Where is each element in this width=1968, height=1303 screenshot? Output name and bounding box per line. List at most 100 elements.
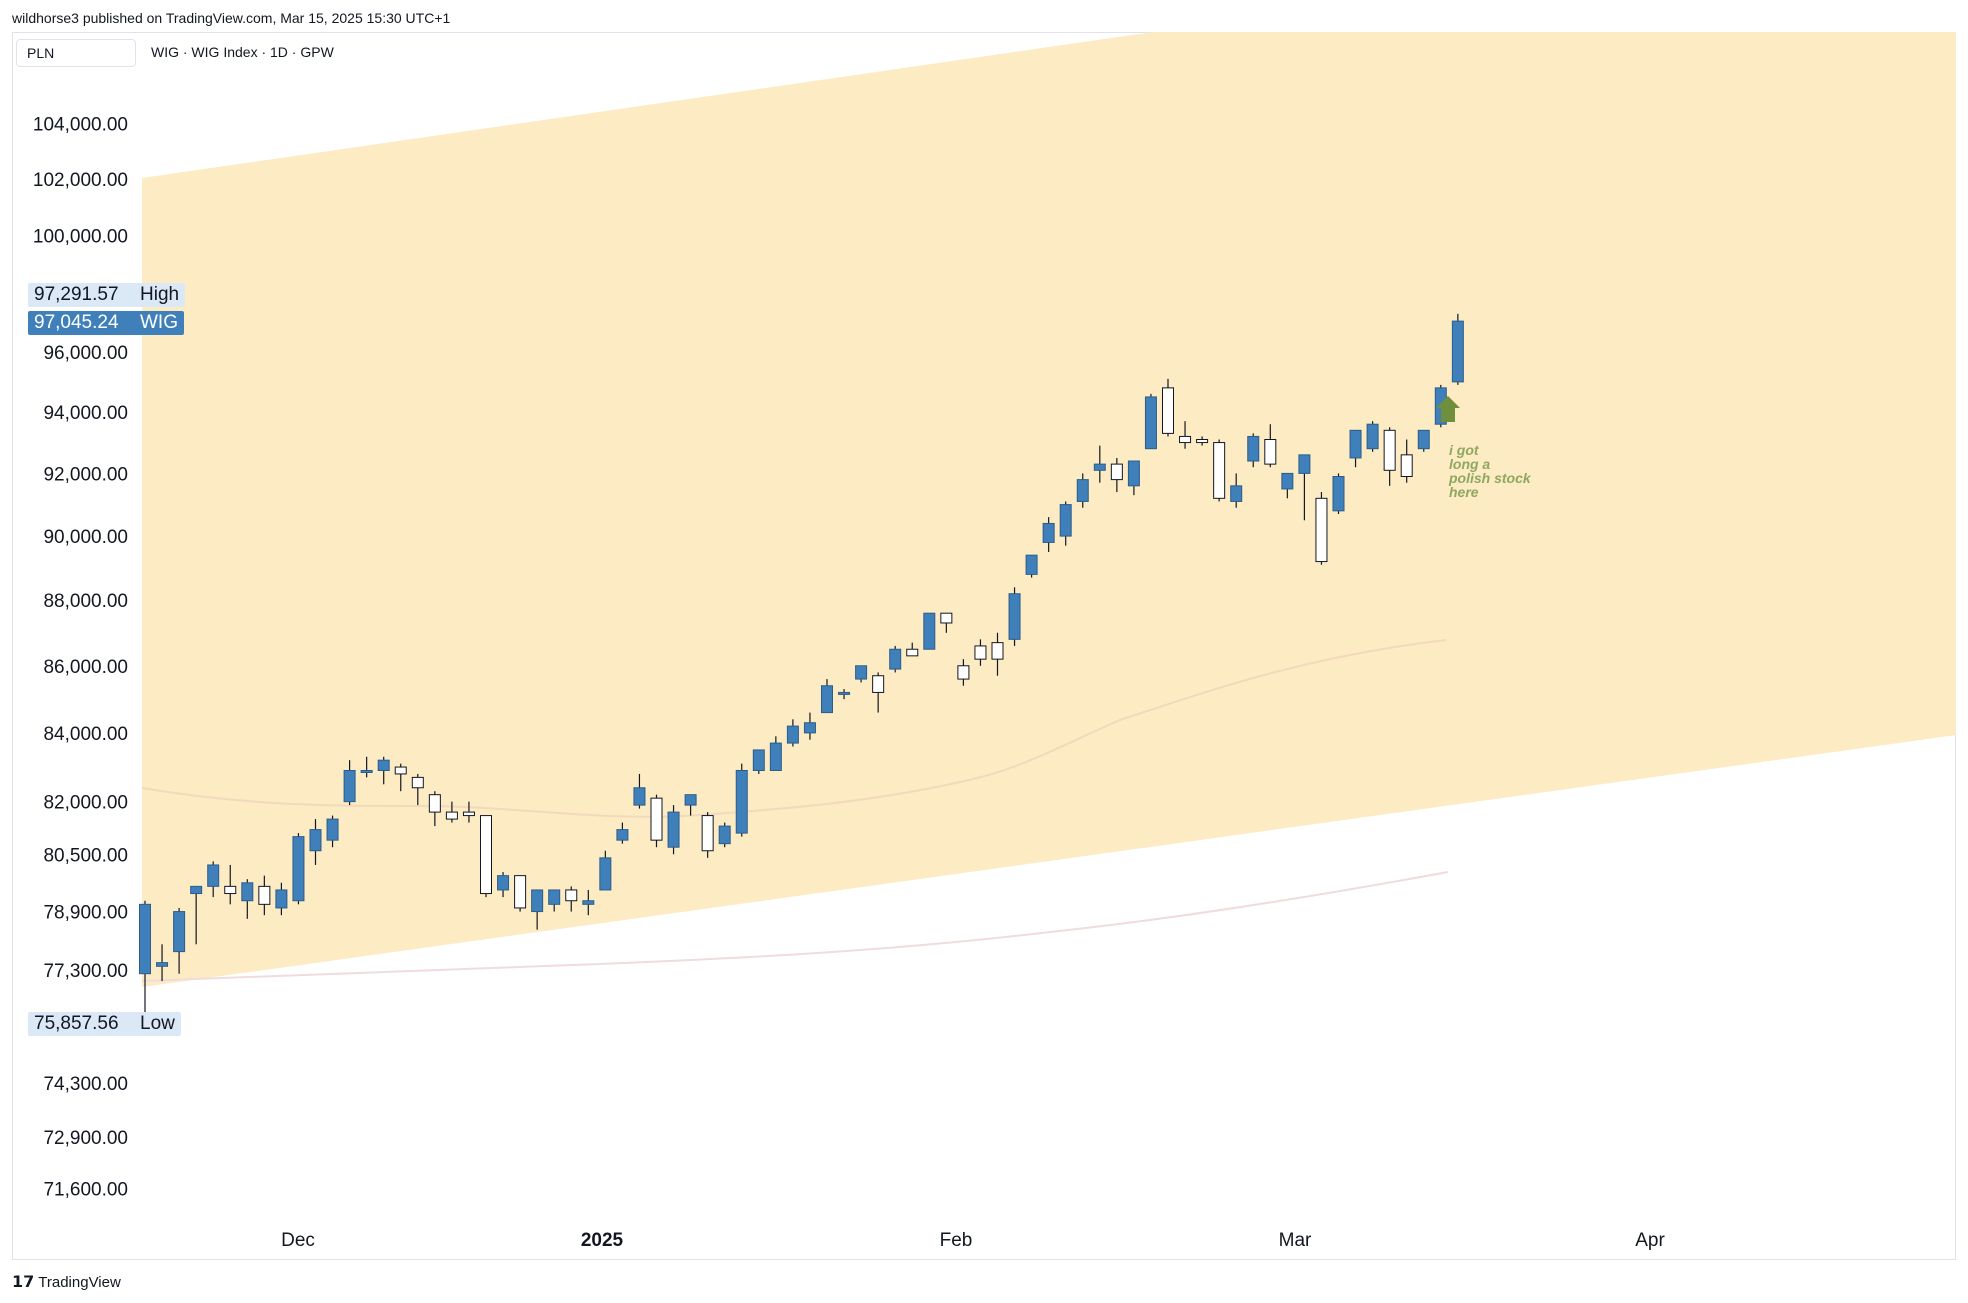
last-price-value: 97,045.24 bbox=[34, 312, 119, 333]
candle-body bbox=[1196, 438, 1209, 444]
candle[interactable] bbox=[1247, 433, 1260, 468]
candle[interactable] bbox=[1264, 424, 1277, 468]
candle[interactable] bbox=[1008, 587, 1021, 646]
candle[interactable] bbox=[1059, 501, 1072, 546]
candle[interactable] bbox=[275, 882, 288, 916]
candle[interactable] bbox=[531, 889, 544, 930]
candle-body bbox=[957, 665, 970, 680]
candle[interactable] bbox=[258, 875, 271, 916]
candle[interactable] bbox=[1315, 492, 1328, 565]
candle-body bbox=[156, 962, 169, 967]
candle[interactable] bbox=[497, 872, 510, 898]
candle[interactable] bbox=[889, 645, 902, 673]
candle[interactable] bbox=[156, 944, 169, 982]
candle[interactable] bbox=[1298, 454, 1311, 521]
candle[interactable] bbox=[445, 801, 458, 823]
candle[interactable] bbox=[769, 736, 782, 771]
candle[interactable] bbox=[923, 612, 936, 650]
candle[interactable] bbox=[650, 794, 663, 848]
candle[interactable] bbox=[786, 719, 799, 747]
candle[interactable] bbox=[1196, 436, 1209, 446]
candle[interactable] bbox=[752, 749, 765, 774]
candle[interactable] bbox=[394, 763, 407, 792]
symbol-info[interactable]: WIG · WIG Index · 1D · GPW bbox=[151, 44, 334, 60]
candle[interactable] bbox=[974, 639, 987, 666]
up-arrow-icon bbox=[1436, 396, 1460, 422]
candle[interactable] bbox=[514, 875, 527, 912]
candle[interactable] bbox=[1366, 421, 1379, 452]
candle[interactable] bbox=[565, 886, 578, 912]
candle-body bbox=[1417, 429, 1430, 450]
candle[interactable] bbox=[667, 805, 680, 855]
trade-note[interactable]: i got long a polish stock here bbox=[1449, 443, 1531, 499]
candle[interactable] bbox=[1349, 429, 1362, 468]
candle[interactable] bbox=[241, 879, 254, 919]
candle-body bbox=[940, 612, 953, 624]
candle[interactable] bbox=[821, 679, 833, 714]
candle[interactable] bbox=[872, 672, 885, 713]
candle-body bbox=[326, 818, 339, 841]
candle[interactable] bbox=[599, 850, 612, 891]
candle[interactable] bbox=[855, 665, 868, 683]
candle[interactable] bbox=[224, 864, 237, 905]
candle[interactable] bbox=[616, 822, 629, 844]
candle-body bbox=[224, 885, 237, 895]
candle[interactable] bbox=[957, 659, 970, 686]
candle[interactable] bbox=[292, 833, 305, 905]
candle[interactable] bbox=[735, 763, 748, 837]
candle[interactable] bbox=[480, 815, 492, 898]
candle[interactable] bbox=[343, 760, 356, 806]
candle[interactable] bbox=[1042, 517, 1055, 552]
candle[interactable] bbox=[582, 889, 595, 916]
tradingview-logo[interactable]: 𝟭𝟳 TradingView bbox=[12, 1272, 121, 1292]
candle-body bbox=[906, 648, 919, 657]
candle[interactable] bbox=[207, 861, 220, 898]
candle[interactable] bbox=[1162, 378, 1174, 437]
candle[interactable] bbox=[309, 819, 322, 865]
candle-body bbox=[1247, 435, 1260, 462]
candle[interactable] bbox=[838, 689, 851, 700]
candle[interactable] bbox=[360, 756, 373, 778]
candle[interactable] bbox=[906, 642, 919, 657]
candle[interactable] bbox=[139, 900, 151, 1024]
candle[interactable] bbox=[1417, 429, 1430, 452]
candle[interactable] bbox=[1076, 473, 1089, 508]
candle[interactable] bbox=[548, 889, 561, 912]
candle[interactable] bbox=[1281, 472, 1294, 499]
candle[interactable] bbox=[173, 907, 186, 974]
candle[interactable] bbox=[1213, 439, 1226, 502]
candle[interactable] bbox=[701, 812, 714, 858]
tradingview-logo-text: TradingView bbox=[38, 1274, 121, 1291]
candle[interactable] bbox=[1025, 554, 1038, 578]
candle[interactable] bbox=[718, 822, 731, 848]
candle[interactable] bbox=[462, 801, 475, 823]
currency-selector[interactable]: PLN bbox=[16, 39, 136, 67]
candle[interactable] bbox=[1383, 427, 1396, 486]
candle[interactable] bbox=[1127, 460, 1140, 496]
candle[interactable] bbox=[190, 885, 203, 945]
candle[interactable] bbox=[1332, 473, 1345, 514]
candle[interactable] bbox=[633, 773, 646, 809]
candle[interactable] bbox=[1093, 445, 1106, 483]
candle-body bbox=[803, 722, 816, 734]
candle[interactable] bbox=[411, 773, 424, 806]
candle[interactable] bbox=[377, 756, 390, 785]
candle-body bbox=[701, 815, 714, 852]
candle[interactable] bbox=[991, 632, 1004, 676]
price-channel[interactable] bbox=[142, 32, 1956, 987]
candle[interactable] bbox=[684, 794, 697, 816]
last-price-label: WIG bbox=[140, 312, 178, 333]
candle-body bbox=[480, 815, 492, 895]
candle[interactable] bbox=[1451, 313, 1464, 385]
candle-body bbox=[514, 875, 527, 909]
candle[interactable] bbox=[940, 612, 953, 633]
candle[interactable] bbox=[1400, 439, 1413, 483]
candle[interactable] bbox=[1179, 421, 1192, 449]
candle[interactable] bbox=[803, 712, 816, 740]
candle[interactable] bbox=[326, 815, 339, 848]
candle[interactable] bbox=[1144, 393, 1157, 450]
candle[interactable] bbox=[1110, 457, 1123, 493]
candle[interactable] bbox=[428, 791, 441, 827]
candle[interactable] bbox=[1230, 473, 1243, 508]
